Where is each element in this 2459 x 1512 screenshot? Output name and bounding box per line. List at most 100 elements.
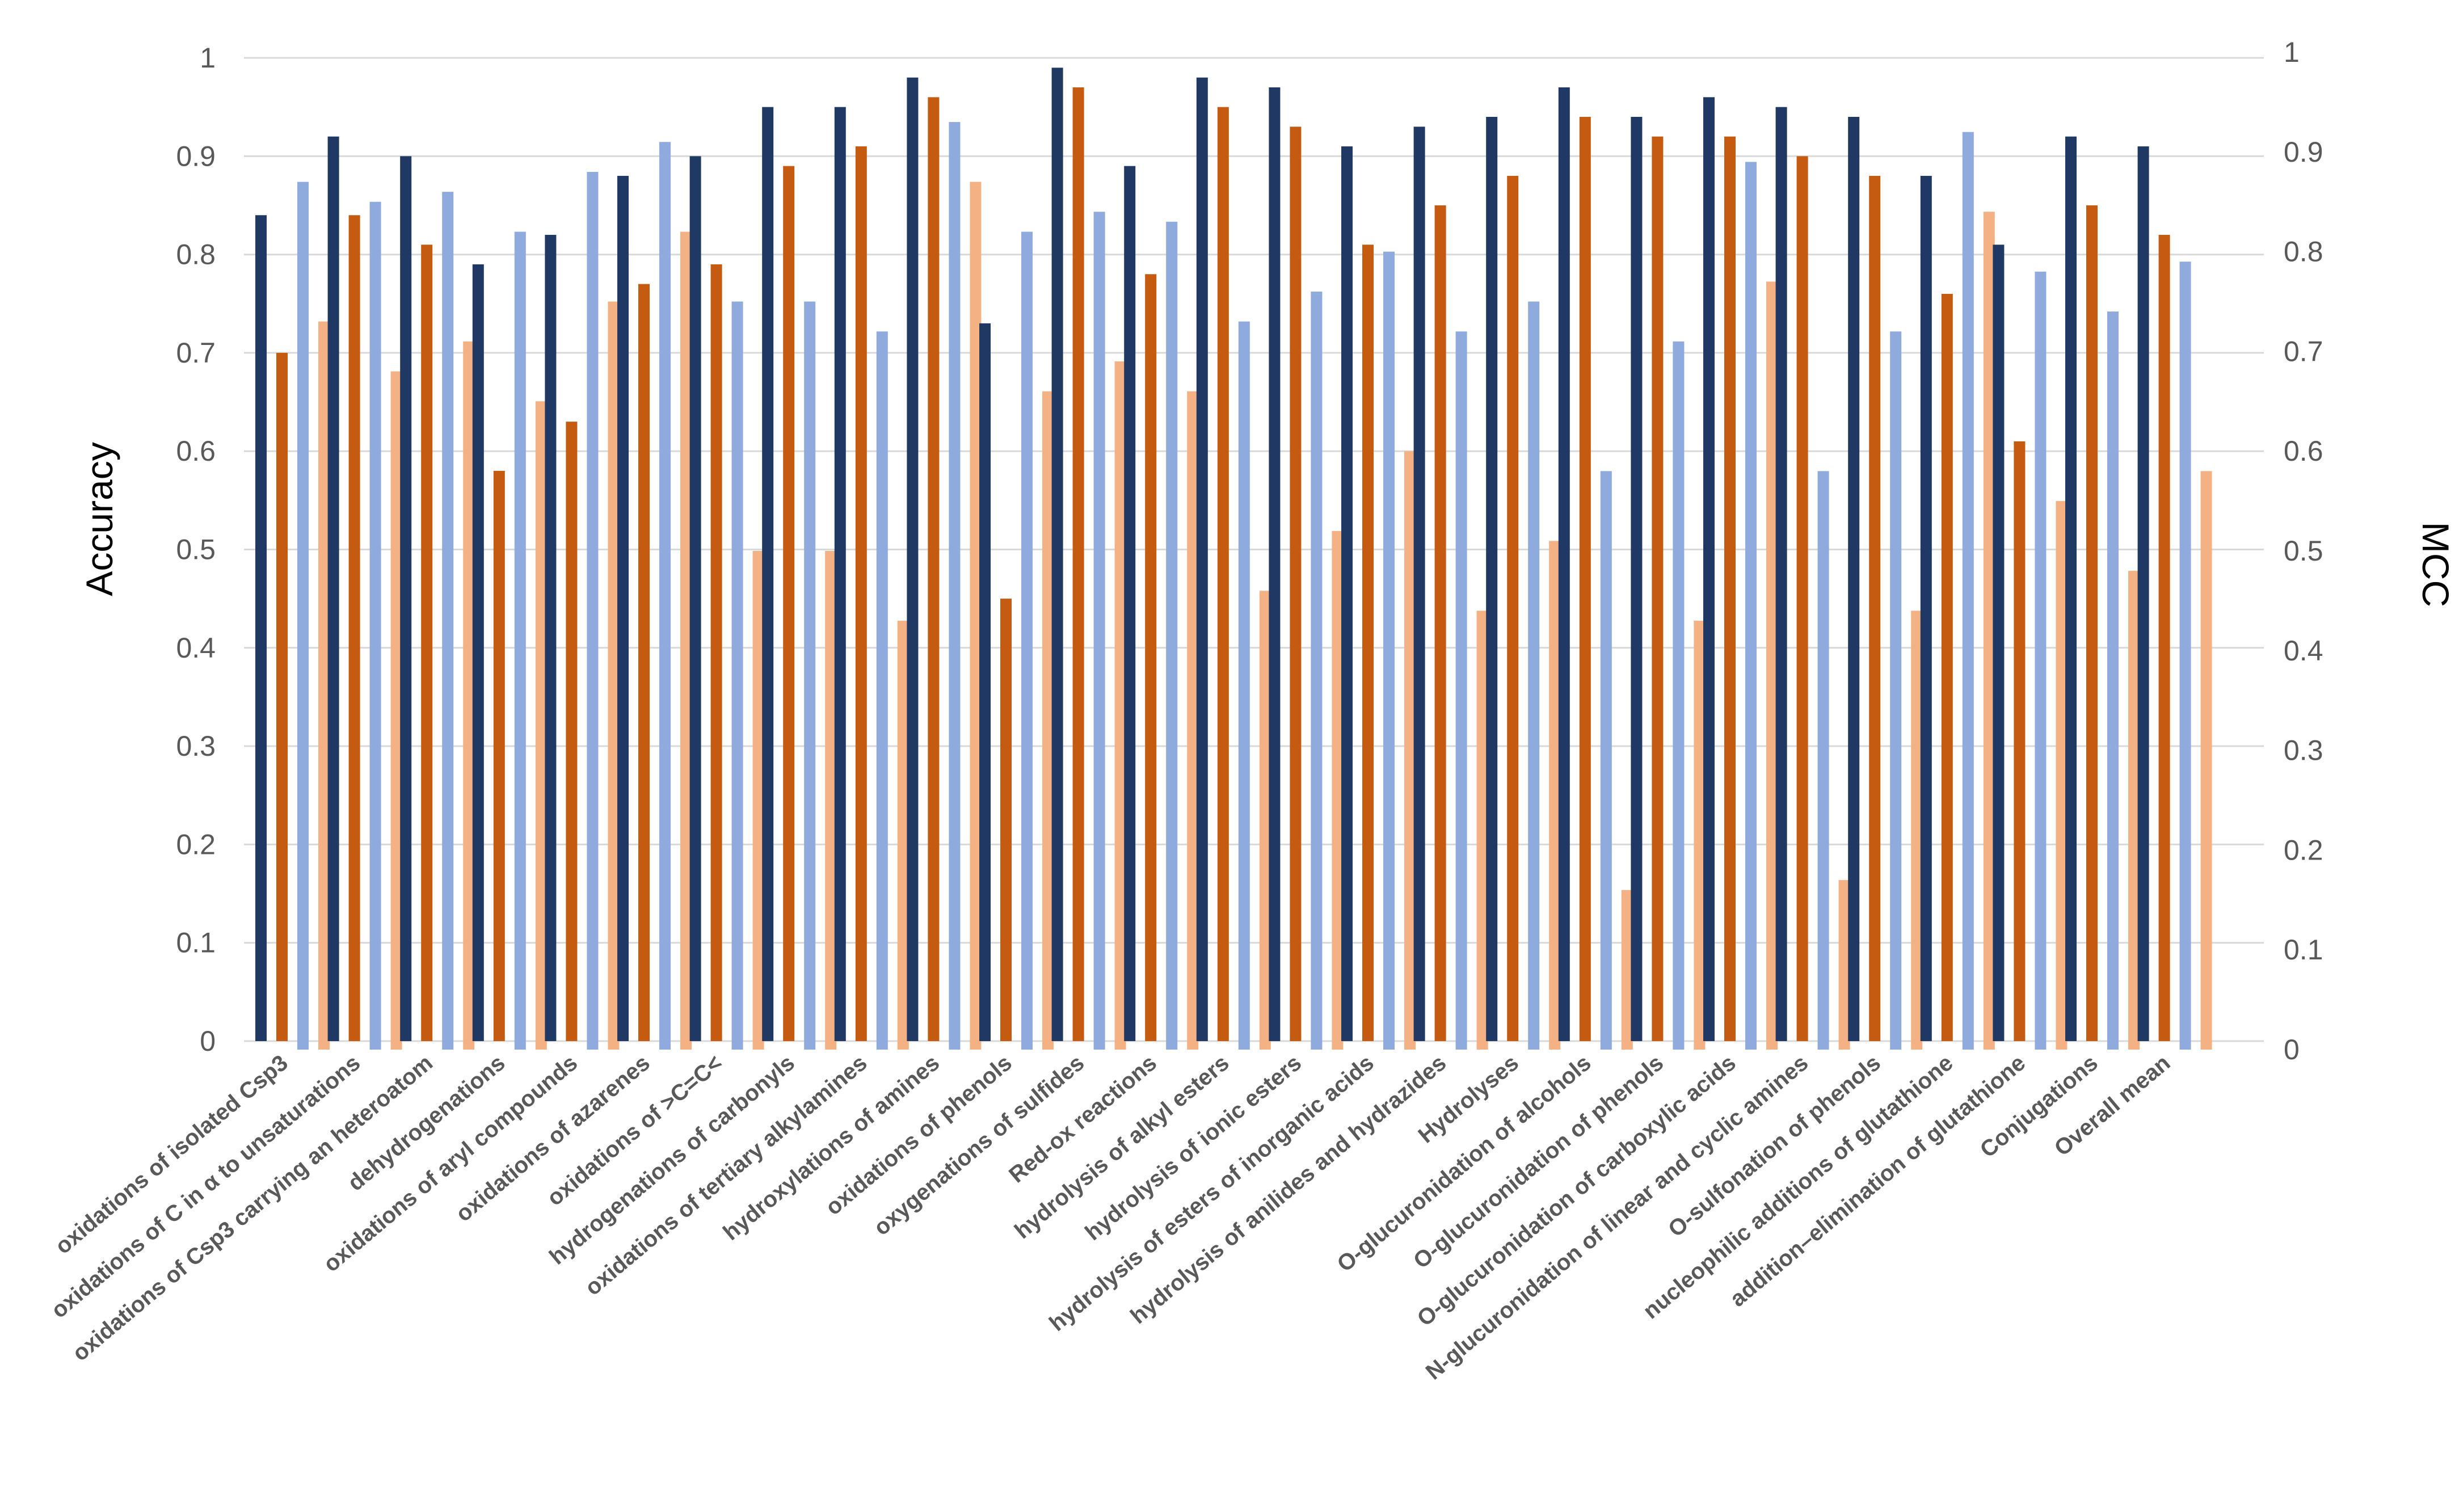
bar-series-2 xyxy=(1362,245,1374,1041)
bar-series-3 xyxy=(876,331,888,1050)
bar-series-1 xyxy=(1631,116,1643,1042)
bar-series-3 xyxy=(1745,162,1757,1050)
bar-series-4 xyxy=(752,551,764,1050)
bar-series-4 xyxy=(1259,591,1271,1050)
bar-series-3 xyxy=(1021,231,1033,1050)
bar-series-1 xyxy=(1124,166,1136,1041)
bar-series-3 xyxy=(297,182,309,1050)
bar-series-1 xyxy=(1196,77,1208,1041)
bar-series-2 xyxy=(2158,234,2170,1042)
bar-series-3 xyxy=(731,301,743,1050)
bar-series-4 xyxy=(970,182,982,1050)
bar-series-3 xyxy=(1673,341,1685,1050)
bar-series-4 xyxy=(825,551,837,1050)
bar-series-1 xyxy=(2065,136,2077,1041)
bar-series-4 xyxy=(1476,610,1488,1050)
bar-series-4 xyxy=(1911,610,1923,1050)
bar-series-3 xyxy=(1528,301,1540,1050)
y-tick-label: 0.4 xyxy=(176,632,216,664)
bars xyxy=(255,68,2212,1050)
bar-series-1 xyxy=(1269,87,1281,1042)
bar-series-2 xyxy=(348,215,360,1041)
bar-series-2 xyxy=(855,146,867,1042)
bar-series-2 xyxy=(2086,205,2098,1042)
bar-series-4 xyxy=(463,341,475,1050)
bar-series-2 xyxy=(1941,293,1953,1042)
bar-series-2 xyxy=(566,422,578,1042)
y-tick-label: 0.5 xyxy=(176,534,216,566)
bar-series-3 xyxy=(659,142,671,1050)
bar-series-2 xyxy=(1145,274,1157,1041)
y2-tick-label: 0 xyxy=(2284,1034,2300,1065)
y-tick-label: 0.2 xyxy=(176,828,216,860)
y-tick-label: 0.6 xyxy=(176,435,216,467)
bar-series-1 xyxy=(1920,175,1932,1042)
y2-tick-label: 0.3 xyxy=(2284,735,2323,766)
bar-series-2 xyxy=(710,264,722,1042)
bar-series-1 xyxy=(1848,116,1860,1042)
bar-series-1 xyxy=(979,323,991,1042)
bar-series-4 xyxy=(1838,880,1850,1050)
bar-series-3 xyxy=(2107,311,2119,1050)
y2-tick-label: 0.6 xyxy=(2284,435,2323,467)
bar-series-3 xyxy=(514,231,526,1050)
bar-series-3 xyxy=(2179,262,2191,1050)
bar-series-3 xyxy=(1600,471,1612,1050)
y-tick-label: 0.9 xyxy=(176,140,216,172)
bar-series-1 xyxy=(617,175,629,1042)
bar-series-4 xyxy=(2128,571,2140,1050)
bar-series-3 xyxy=(1890,331,1902,1050)
bar-series-4 xyxy=(1694,621,1706,1050)
bar-series-4 xyxy=(897,621,909,1050)
bar-series-4 xyxy=(1621,890,1633,1050)
bar-series-2 xyxy=(638,284,650,1042)
bar-series-2 xyxy=(1507,175,1519,1042)
bar-series-4 xyxy=(1404,451,1416,1050)
bar-series-4 xyxy=(1983,212,1995,1050)
bar-series-3 xyxy=(1962,132,1974,1050)
y-tick-label: 0.3 xyxy=(176,730,216,762)
bar-series-4 xyxy=(680,231,692,1050)
y-tick-label: 0 xyxy=(200,1025,216,1057)
bar-series-2 xyxy=(1724,136,1736,1041)
bar-series-2 xyxy=(1869,175,1881,1042)
bar-series-1 xyxy=(545,234,557,1042)
bar-series-3 xyxy=(1455,331,1467,1050)
bar-series-3 xyxy=(1817,471,1829,1050)
bar-series-2 xyxy=(493,470,505,1041)
gridlines xyxy=(244,57,2264,1042)
bar-series-1 xyxy=(1486,116,1498,1042)
bar-series-4 xyxy=(535,401,547,1050)
bar-series-1 xyxy=(907,77,919,1041)
category-label: oxidations of C in α to unsaturations xyxy=(47,1050,365,1323)
y2-tick-label: 0.8 xyxy=(2284,236,2323,268)
y2-tick-label: 0.2 xyxy=(2284,834,2323,866)
bar-series-3 xyxy=(1166,221,1178,1050)
bar-series-4 xyxy=(1114,361,1126,1050)
bar-series-1 xyxy=(400,156,412,1041)
bar-series-2 xyxy=(1000,599,1012,1041)
bar-series-2 xyxy=(276,352,288,1041)
bar-series-4 xyxy=(1187,391,1199,1050)
y-tick-label: 0.7 xyxy=(176,337,216,369)
y-tick-label: 0.1 xyxy=(176,927,216,959)
bar-series-2 xyxy=(783,166,795,1041)
bar-series-1 xyxy=(1413,127,1425,1041)
bar-series-3 xyxy=(369,201,381,1050)
y-tick-label: 0.8 xyxy=(176,239,216,271)
bar-series-4 xyxy=(1042,391,1054,1050)
bar-series-2 xyxy=(2014,441,2026,1041)
bar-series-2 xyxy=(1290,127,1302,1041)
bar-series-2 xyxy=(1652,136,1664,1041)
bar-series-1 xyxy=(472,264,484,1042)
bar-series-3 xyxy=(587,171,599,1050)
bar-series-2 xyxy=(1434,205,1446,1042)
bar-series-3 xyxy=(1093,212,1105,1050)
bar-series-2 xyxy=(1796,156,1808,1041)
bar-series-4 xyxy=(2056,501,2068,1050)
bar-series-1 xyxy=(1051,68,1063,1042)
bar-series-3 xyxy=(2035,271,2047,1050)
bar-series-2 xyxy=(421,245,433,1041)
